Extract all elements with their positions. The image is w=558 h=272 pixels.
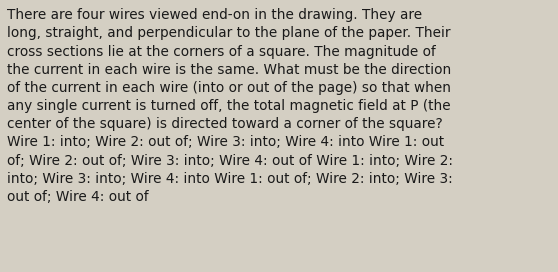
Text: There are four wires viewed end-on in the drawing. They are
long, straight, and : There are four wires viewed end-on in th…	[7, 8, 453, 204]
